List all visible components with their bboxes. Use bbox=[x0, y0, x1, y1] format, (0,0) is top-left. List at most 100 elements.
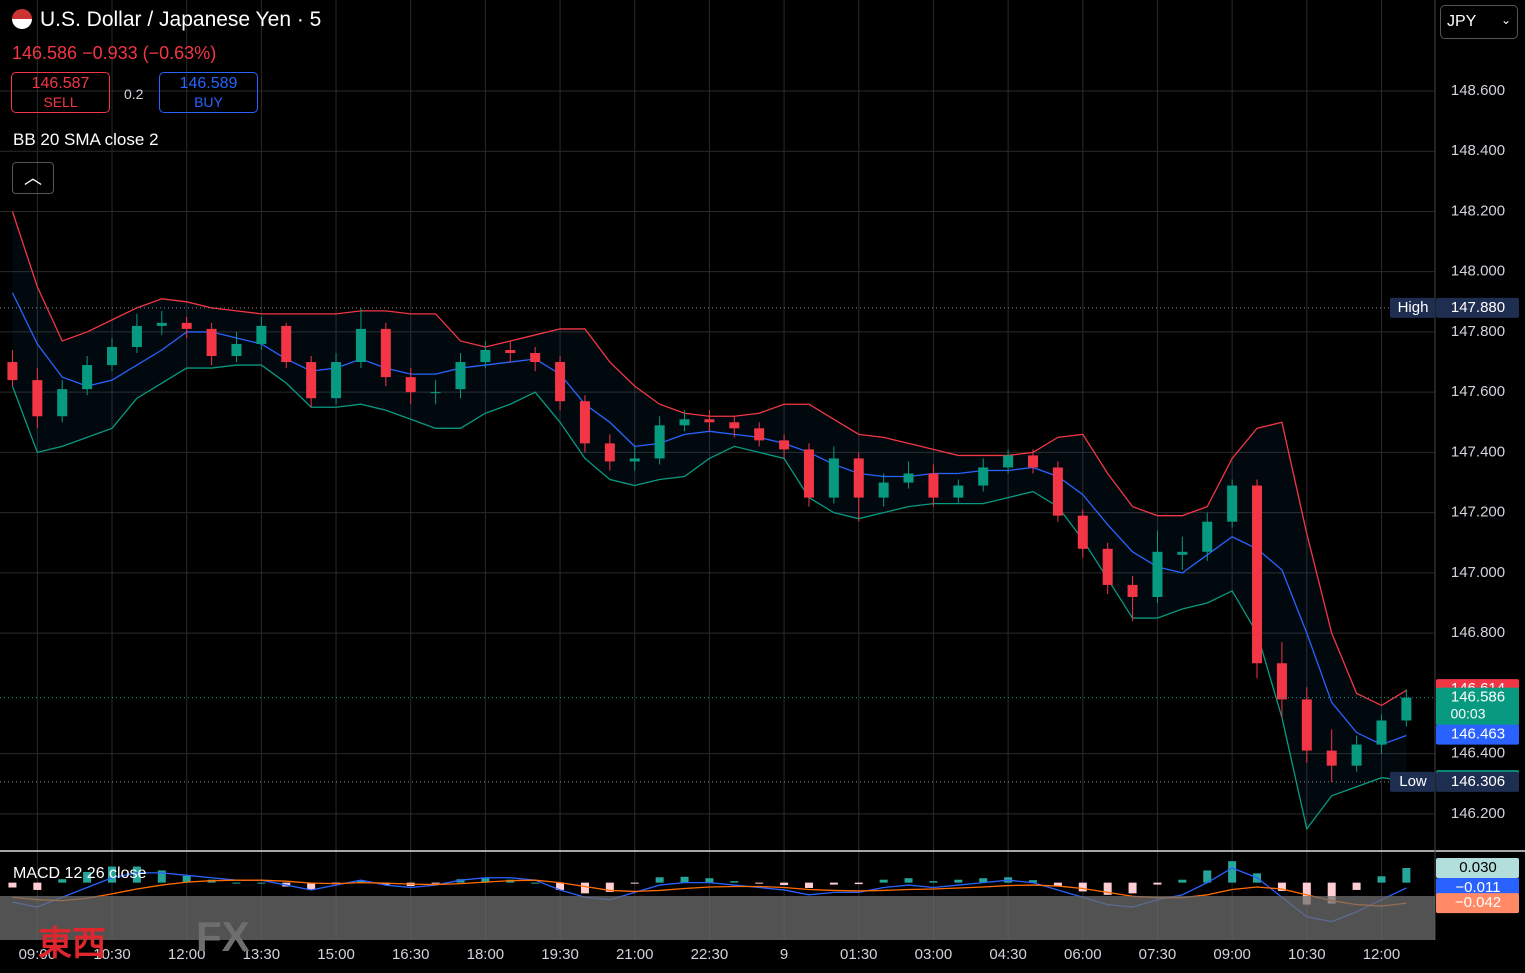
title: U.S. Dollar / Japanese Yen · 5 bbox=[40, 8, 322, 31]
macd-title: MACD 12 26 close bbox=[13, 865, 146, 882]
price-tag-note bbox=[1390, 771, 1435, 792]
macd-hist-bar bbox=[531, 882, 540, 884]
x-tick-label: 9 bbox=[780, 946, 788, 963]
x-tick-label: 10:30 bbox=[93, 946, 131, 963]
candle-body bbox=[1177, 551, 1188, 555]
candle-body bbox=[579, 401, 590, 444]
x-tick-label: 13:30 bbox=[243, 946, 281, 963]
buy-button[interactable]: 146.589 BUY bbox=[159, 72, 258, 113]
macd-hist-bar bbox=[680, 876, 689, 883]
macd-hist-bar bbox=[804, 882, 813, 888]
price-tag bbox=[1436, 724, 1519, 745]
candle-body bbox=[281, 325, 292, 363]
candle-body bbox=[1252, 485, 1263, 664]
symbol-title: U.S. Dollar / Japanese Yen · 5 bbox=[12, 8, 321, 32]
y-tick-label: 147.200 bbox=[1451, 504, 1505, 521]
x-tick-label: 15:00 bbox=[317, 946, 355, 963]
candle-body bbox=[1127, 584, 1138, 597]
candle-body bbox=[1052, 467, 1063, 516]
sell-button[interactable]: 146.587 SELL bbox=[11, 72, 110, 113]
candle-body bbox=[206, 328, 217, 357]
macd-hist-bar bbox=[1302, 882, 1311, 905]
candle-body bbox=[380, 328, 391, 378]
macd-hist-bar bbox=[481, 878, 490, 883]
price-tag bbox=[1436, 878, 1519, 898]
watermark-band bbox=[0, 896, 1435, 940]
x-tick-label: 01:30 bbox=[840, 946, 878, 963]
candle-body bbox=[803, 449, 814, 498]
sell-price: 146.587 bbox=[31, 75, 90, 92]
y-tick-label: 148.400 bbox=[1451, 142, 1505, 159]
candle-body bbox=[405, 377, 416, 393]
price-tag-label: 146.463 bbox=[1451, 726, 1505, 743]
y-tick-label: 146.400 bbox=[1451, 745, 1505, 762]
candle-body bbox=[828, 458, 839, 498]
candle-body bbox=[853, 458, 864, 498]
macd-hist-bar bbox=[605, 882, 614, 892]
candle-body bbox=[878, 482, 889, 498]
macd-hist-bar bbox=[705, 878, 714, 883]
candle-body bbox=[1326, 750, 1337, 766]
macd-hist-bar bbox=[257, 882, 266, 884]
price-tag-label: −0.011 bbox=[1455, 879, 1500, 896]
candle-body bbox=[729, 422, 740, 429]
collapse-button[interactable]: ︿ bbox=[12, 162, 54, 194]
macd-hist-bar bbox=[456, 879, 465, 883]
candle-body bbox=[82, 365, 93, 390]
macd-hist-bar bbox=[1103, 882, 1112, 895]
x-tick-label: 18:00 bbox=[467, 946, 505, 963]
candle-body bbox=[679, 419, 690, 426]
price-tag bbox=[1436, 893, 1519, 914]
macd-hist-bar bbox=[33, 882, 42, 890]
watermark-logo: 東西 bbox=[38, 925, 106, 963]
candle-body bbox=[1102, 548, 1113, 585]
x-tick-label: 21:00 bbox=[616, 946, 654, 963]
macd-hist-bar bbox=[307, 882, 316, 890]
candle-body bbox=[505, 350, 516, 354]
macd-hist-bar bbox=[232, 882, 241, 884]
macd-hist-bar bbox=[1327, 882, 1336, 904]
macd-hist-bar bbox=[1203, 870, 1212, 883]
x-tick-label: 04:30 bbox=[989, 946, 1027, 963]
candle-body bbox=[555, 362, 566, 402]
y-tick-label: 147.000 bbox=[1451, 564, 1505, 581]
x-tick-label: 16:30 bbox=[392, 946, 430, 963]
candle-body bbox=[928, 473, 939, 498]
macd-hist-bar bbox=[580, 882, 589, 894]
macd-hist-bar bbox=[755, 882, 764, 884]
currency-select[interactable]: JPY ⌄ bbox=[1440, 5, 1518, 39]
y-tick-label: 147.800 bbox=[1451, 323, 1505, 340]
candle-body bbox=[7, 362, 18, 381]
y-tick-label: 146.800 bbox=[1451, 624, 1505, 641]
y-tick-label: 148.000 bbox=[1451, 263, 1505, 280]
candle-body bbox=[604, 443, 615, 462]
candle-body bbox=[430, 392, 441, 394]
price-tag-timer: 00:03 bbox=[1450, 705, 1485, 721]
candle-body bbox=[480, 350, 491, 363]
band-line bbox=[11, 364, 1407, 831]
candle-body bbox=[1276, 663, 1287, 700]
macd-hist-bar bbox=[1029, 880, 1038, 883]
price-tag bbox=[1436, 858, 1519, 878]
candle-body bbox=[256, 325, 267, 344]
macd-hist-bar bbox=[1178, 879, 1187, 883]
currency: JPY bbox=[1447, 13, 1477, 30]
macd-hist-bar bbox=[157, 870, 166, 883]
sell-label: SELL bbox=[43, 94, 78, 110]
x-tick-label: 06:00 bbox=[1064, 946, 1102, 963]
candle-body bbox=[1077, 515, 1088, 549]
x-tick-label: 10:30 bbox=[1288, 946, 1326, 963]
candle-body bbox=[455, 362, 466, 390]
macd-hist-bar bbox=[1377, 876, 1386, 883]
macd-hist-bar bbox=[1228, 861, 1237, 883]
candle-body bbox=[57, 389, 68, 417]
candle-body bbox=[231, 343, 242, 357]
candle-body bbox=[530, 353, 541, 363]
flag-icon bbox=[12, 9, 32, 29]
candle-body bbox=[1301, 699, 1312, 751]
y-tick-label: 147.600 bbox=[1451, 383, 1505, 400]
macd-hist-bar bbox=[1078, 882, 1087, 892]
candle-body bbox=[331, 362, 342, 399]
macd-hist-bar bbox=[1128, 882, 1137, 894]
